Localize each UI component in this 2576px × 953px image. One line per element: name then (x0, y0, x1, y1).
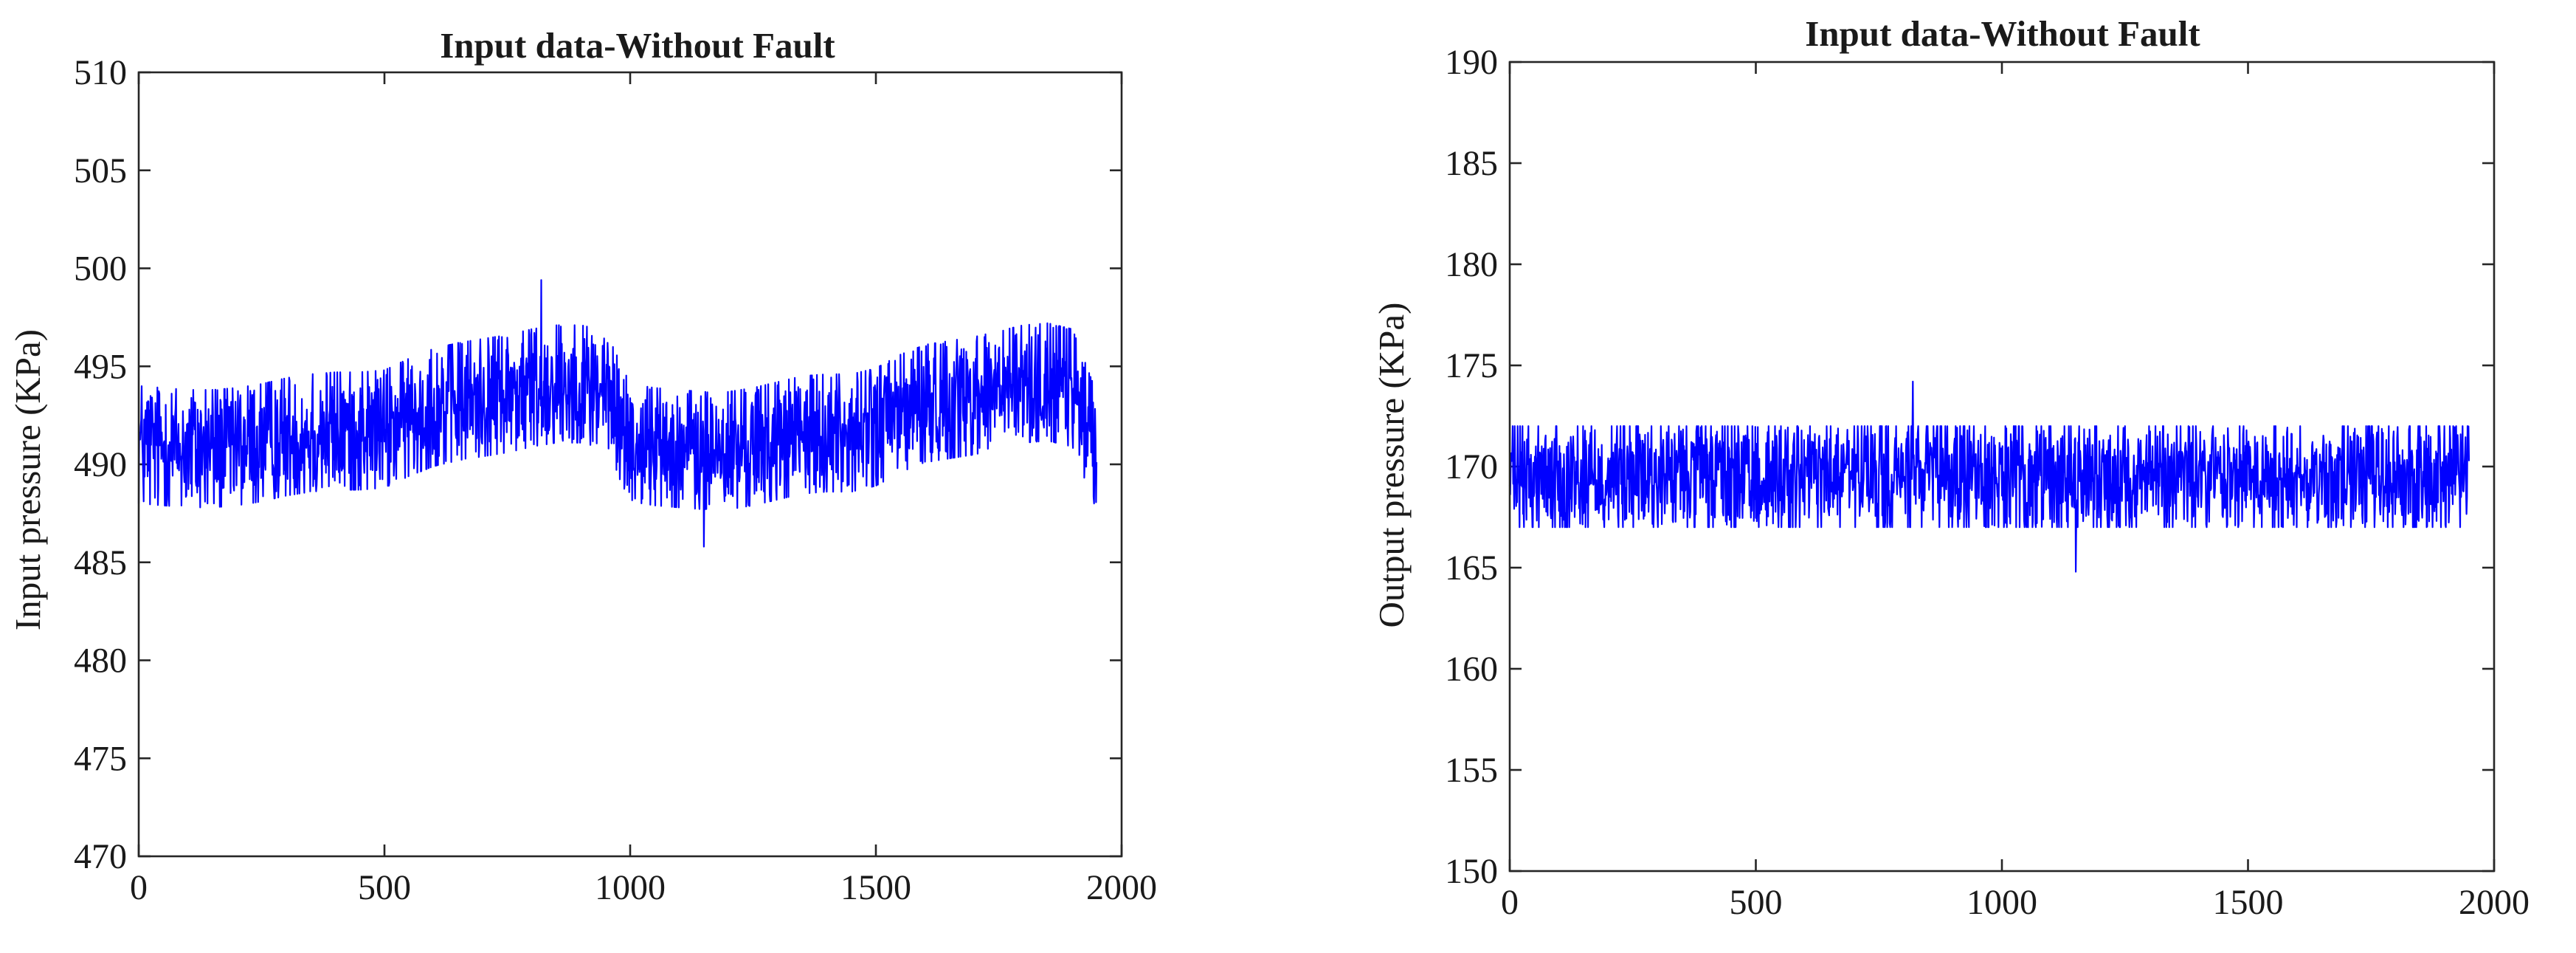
y-tick-label: 155 (1445, 751, 1498, 790)
x-tick-label: 2000 (1086, 868, 1157, 907)
series-line (137, 279, 1098, 548)
y-tick-label: 475 (74, 739, 127, 778)
y-tick-label: 160 (1445, 650, 1498, 689)
y-tick-label: 165 (1445, 548, 1498, 588)
x-tick-label: 1000 (595, 868, 666, 907)
axis-ticks: 0 500 1000 1500 2000 150 155 160 165 170 175 180 185… (1445, 43, 2530, 922)
x-tick-label: 1500 (2213, 883, 2284, 922)
y-tick-label: 505 (74, 151, 127, 190)
x-tick-label: 0 (1501, 883, 1519, 922)
y-tick-label: 170 (1445, 447, 1498, 486)
y-tick-label: 175 (1445, 346, 1498, 385)
y-tick-label: 470 (74, 837, 127, 876)
y-tick-label: 500 (74, 250, 127, 289)
y-tick-label: 185 (1445, 144, 1498, 183)
chart-title: Input data-Without Fault (1805, 13, 2200, 54)
y-axis-label: Output pressure (KPa) (1371, 303, 1412, 628)
y-axis-label: Input pressure (KPa) (7, 329, 48, 630)
axis-ticks: 0 500 1000 1500 2000 470 475 480 485 490 495 500 505… (74, 53, 1157, 907)
plot-frame (1508, 61, 2496, 873)
y-tick-label: 180 (1445, 245, 1498, 284)
x-tick-label: 500 (358, 868, 411, 907)
x-tick-label: 1500 (840, 868, 911, 907)
x-tick-label: 500 (1730, 883, 1783, 922)
x-tick-label: 2000 (2459, 883, 2530, 922)
y-tick-label: 150 (1445, 852, 1498, 891)
output-pressure-chart: Input data-Without Fault Output pressure… (1371, 13, 2530, 922)
series-line (1508, 380, 2470, 573)
y-tick-label: 510 (74, 53, 127, 92)
chart-title: Input data-Without Fault (440, 25, 835, 66)
y-tick-label: 490 (74, 445, 127, 484)
x-tick-label: 1000 (1966, 883, 2037, 922)
plot-frame (137, 71, 1123, 858)
y-tick-label: 190 (1445, 43, 1498, 82)
y-tick-label: 495 (74, 347, 127, 386)
x-tick-label: 0 (130, 868, 148, 907)
input-pressure-chart: Input data-Without Fault Input pressure … (7, 25, 1157, 907)
y-tick-label: 480 (74, 641, 127, 681)
y-tick-label: 485 (74, 543, 127, 582)
